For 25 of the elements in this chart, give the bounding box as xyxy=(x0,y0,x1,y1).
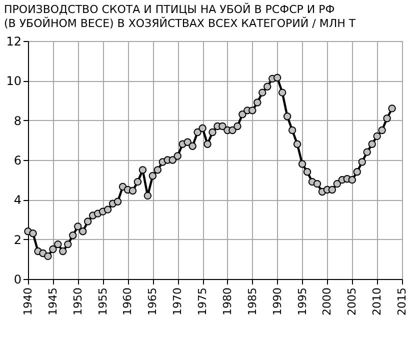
x-tick-label: 1970 xyxy=(171,288,184,316)
x-tick-label: 1955 xyxy=(96,288,110,316)
y-tick-label: 4 xyxy=(14,193,22,208)
y-tick-label: 2 xyxy=(14,232,22,247)
x-tick-label: 2000 xyxy=(320,288,334,316)
x-tick-label: 1975 xyxy=(196,288,210,316)
x-tick-label: 2010 xyxy=(370,288,384,316)
x-tick-label: 1965 xyxy=(146,288,160,316)
x-tick-label: 2005 xyxy=(346,288,359,316)
x-tick-label: 1960 xyxy=(121,288,134,316)
x-tick-label: 2015 xyxy=(396,288,408,316)
x-tick-label: 1995 xyxy=(296,288,309,316)
x-tick-label: 1950 xyxy=(71,288,84,316)
y-tick-label: 8 xyxy=(14,114,22,128)
x-tick-label: 1945 xyxy=(46,288,60,316)
x-tick-label: 1980 xyxy=(220,288,234,316)
x-tick-label: 1990 xyxy=(270,288,284,316)
x-tick-label: 1985 xyxy=(246,288,259,316)
y-tick-label: 10 xyxy=(6,74,22,88)
y-tick-label: 12 xyxy=(6,34,22,48)
y-tick-label: 6 xyxy=(14,154,22,168)
chart-subtitle: (В УБОЙНОМ ВЕСЕ) В ХОЗЯЙСТВАХ ВСЕХ КАТЕГОРИЙ / МЛН Т xyxy=(4,16,356,30)
chart-title: ПРОИЗВОДСТВО СКОТА И ПТИЦЫ НА УБОЙ В РСФСР И РФ xyxy=(4,2,335,16)
x-tick-label: 1940 xyxy=(22,288,34,316)
y-tick-label: 0 xyxy=(14,272,22,286)
